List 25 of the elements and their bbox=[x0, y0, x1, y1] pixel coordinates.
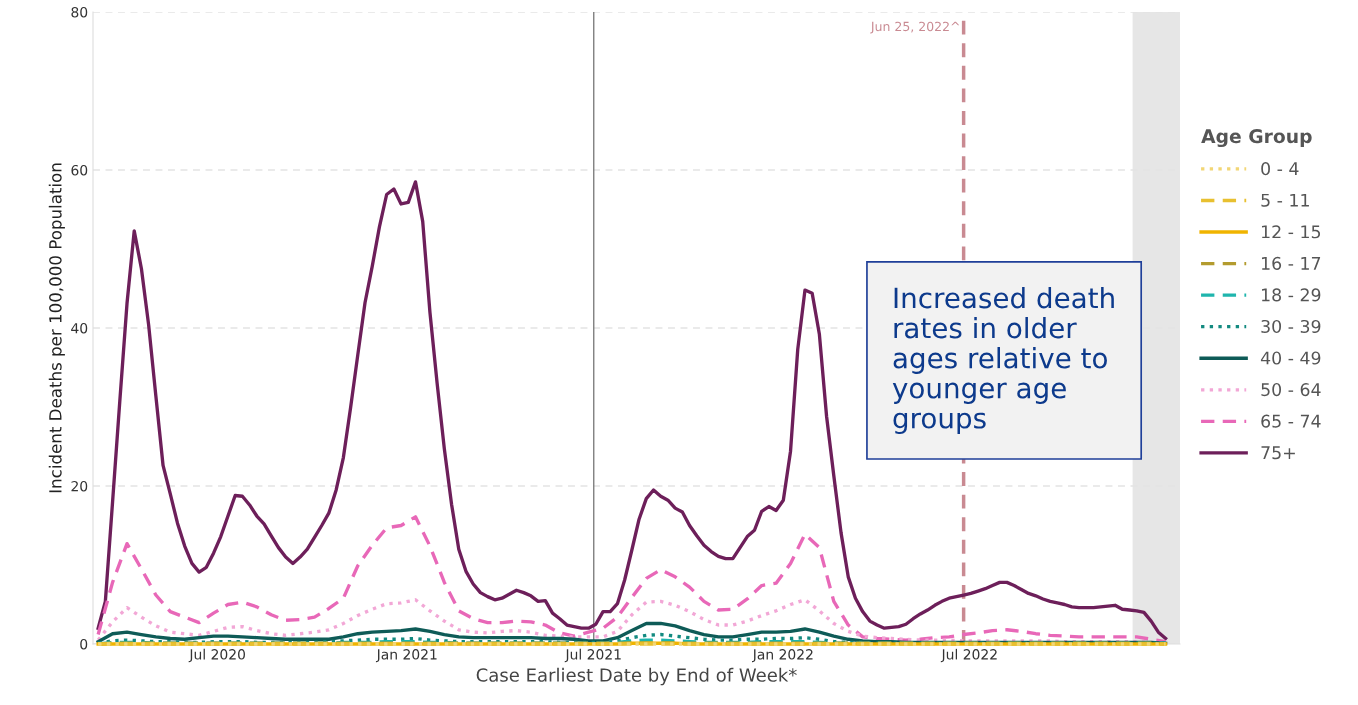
x-tick-label: Jul 2020 bbox=[188, 648, 246, 663]
annotation: Increased death rates in older ages relative to younger age groups bbox=[892, 286, 1114, 434]
x-tick-label: Jul 2021 bbox=[564, 648, 621, 663]
legend-title: Age Group bbox=[1201, 129, 1312, 148]
legend-label: 40 - 49 bbox=[1260, 351, 1321, 365]
legend-label: 16 - 17 bbox=[1261, 256, 1321, 270]
legend-label: 30 - 39 bbox=[1261, 319, 1321, 334]
y-tick-label: 40 bbox=[71, 322, 88, 334]
x-tick-label: Jul 2022 bbox=[940, 648, 997, 663]
legend-label: 0 - 4 bbox=[1261, 162, 1299, 176]
legend-label: 18 - 29 bbox=[1261, 288, 1321, 302]
y-tick-label: 80 bbox=[71, 6, 88, 18]
x-tick-label: Jan 2022 bbox=[752, 649, 813, 663]
ref-line-label: Jun 25, 2022^ bbox=[870, 21, 960, 34]
legend-label: 65 - 74 bbox=[1261, 414, 1321, 428]
legend-label: 12 - 15 bbox=[1261, 225, 1321, 239]
y-tick-label: 60 bbox=[71, 164, 88, 176]
y-tick-label: 20 bbox=[71, 480, 88, 492]
x-axis-title: Case Earliest Date by End of Week* bbox=[476, 667, 797, 686]
y-axis-title: Incident Deaths per 100,000 Population bbox=[48, 163, 65, 493]
x-tick-label: Jan 2021 bbox=[375, 649, 437, 663]
y-tick-label: 0 bbox=[80, 638, 88, 650]
legend-label: 75+ bbox=[1261, 446, 1295, 460]
legend-label: 5 - 11 bbox=[1261, 193, 1309, 207]
legend-label: 50 - 64 bbox=[1261, 383, 1321, 397]
